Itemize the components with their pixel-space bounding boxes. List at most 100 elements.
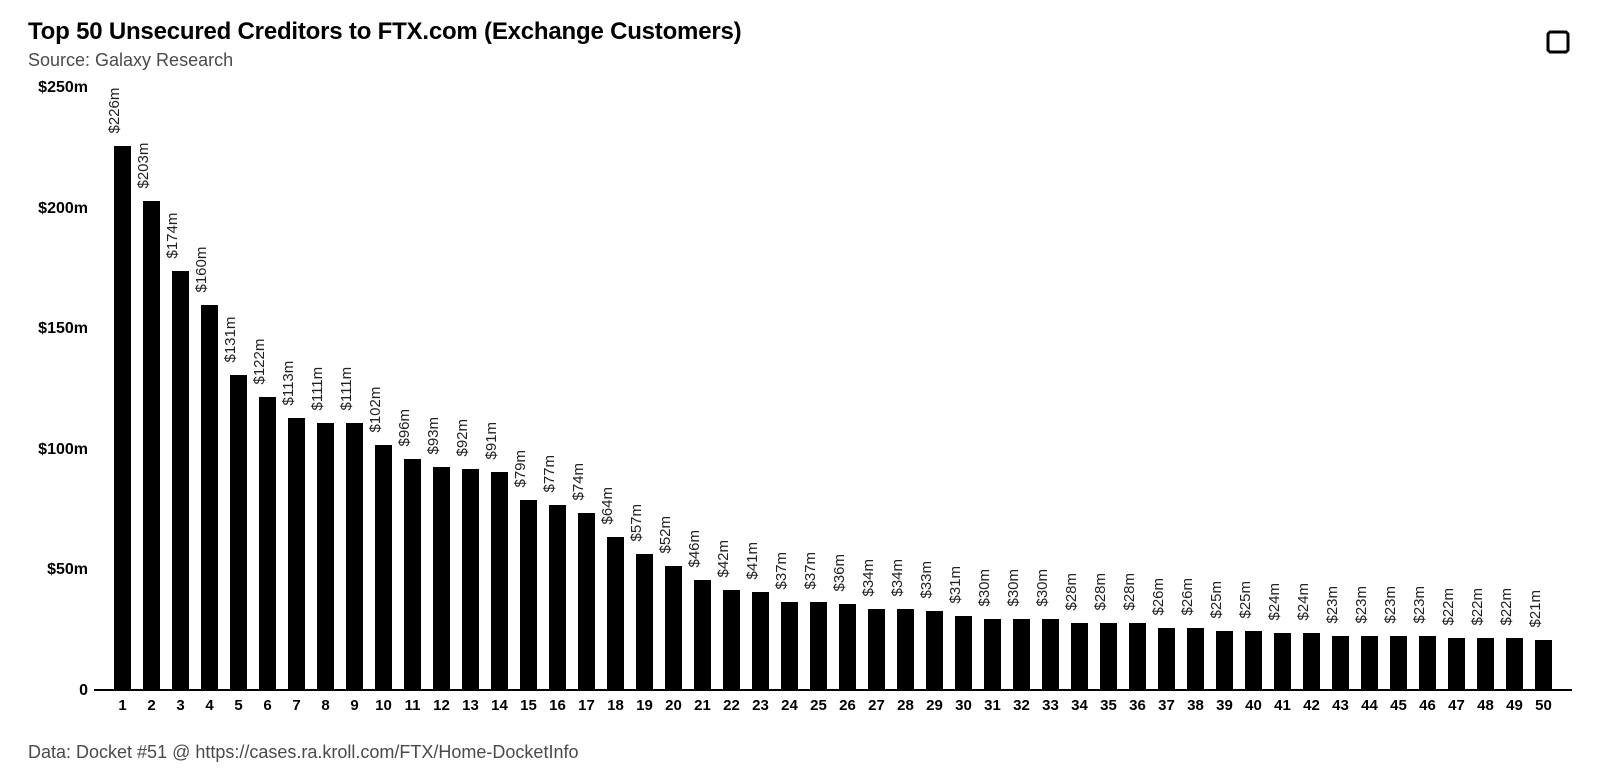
x-tick-label: 27	[862, 691, 891, 721]
bar-column: $131m	[224, 88, 253, 691]
bar	[346, 423, 362, 691]
x-tick-label: 20	[659, 691, 688, 721]
bar-value-label: $74m	[570, 462, 587, 500]
bar-column: $21m	[1529, 88, 1558, 691]
bar	[1361, 636, 1377, 691]
x-tick-label: 2	[137, 691, 166, 721]
bar	[1100, 623, 1116, 691]
x-tick-label: 25	[804, 691, 833, 721]
bar	[259, 397, 275, 691]
bar-value-label: $91m	[483, 421, 500, 459]
bar-column: $23m	[1326, 88, 1355, 691]
bar-column: $93m	[427, 88, 456, 691]
bar	[1158, 628, 1174, 691]
bar	[1245, 631, 1261, 691]
x-tick-label: 29	[920, 691, 949, 721]
bar	[897, 609, 913, 691]
bar-column: $31m	[949, 88, 978, 691]
bar-column: $52m	[659, 88, 688, 691]
bar-column: $92m	[456, 88, 485, 691]
bar	[114, 146, 130, 691]
bar	[955, 616, 971, 691]
bar-value-label: $33m	[918, 561, 935, 599]
bar-value-label: $203m	[135, 143, 152, 189]
bar	[433, 467, 449, 691]
bar	[462, 469, 478, 691]
x-tick-label: 32	[1007, 691, 1036, 721]
chart-area: $226m$203m$174m$160m$131m$122m$113m$111m…	[28, 80, 1572, 721]
bar-value-label: $22m	[1498, 588, 1515, 626]
bar	[172, 271, 188, 691]
x-tick-label: 39	[1210, 691, 1239, 721]
x-tick-label: 18	[601, 691, 630, 721]
bar-column: $22m	[1442, 88, 1471, 691]
bar-column: $74m	[572, 88, 601, 691]
bar-column: $22m	[1500, 88, 1529, 691]
bar	[1506, 638, 1522, 691]
x-tick-label: 9	[340, 691, 369, 721]
x-tick-label: 16	[543, 691, 572, 721]
bar-value-label: $28m	[1121, 573, 1138, 611]
bar	[549, 505, 565, 691]
bar	[201, 305, 217, 691]
bar-value-label: $34m	[889, 559, 906, 597]
bar-column: $30m	[1036, 88, 1065, 691]
x-tick-label: 24	[775, 691, 804, 721]
bar	[810, 602, 826, 691]
bar-value-label: $111m	[338, 367, 355, 411]
bar-value-label: $122m	[251, 338, 268, 384]
bar	[1332, 636, 1348, 691]
bar-value-label: $36m	[831, 554, 848, 592]
bar	[1071, 623, 1087, 691]
bar-column: $28m	[1065, 88, 1094, 691]
bar-value-label: $37m	[802, 552, 819, 590]
x-tick-label: 36	[1123, 691, 1152, 721]
bar	[1448, 638, 1464, 691]
bar-column: $174m	[166, 88, 195, 691]
x-tick-label: 44	[1355, 691, 1384, 721]
bar	[317, 423, 333, 691]
x-tick-label: 47	[1442, 691, 1471, 721]
x-tick-label: 26	[833, 691, 862, 721]
bar-value-label: $23m	[1353, 586, 1370, 624]
bar-column: $111m	[311, 88, 340, 691]
bar	[1274, 633, 1290, 691]
bar-column: $113m	[282, 88, 311, 691]
bar-value-label: $30m	[976, 569, 993, 607]
x-tick-label: 23	[746, 691, 775, 721]
bar-column: $96m	[398, 88, 427, 691]
chart-page: Top 50 Unsecured Creditors to FTX.com (E…	[0, 0, 1600, 781]
bar-column: $34m	[862, 88, 891, 691]
x-tick-label: 30	[949, 691, 978, 721]
bar-column: $33m	[920, 88, 949, 691]
plot-area: $226m$203m$174m$160m$131m$122m$113m$111m…	[94, 88, 1572, 691]
x-tick-label: 17	[572, 691, 601, 721]
bar-value-label: $24m	[1266, 583, 1283, 621]
bar-column: $30m	[1007, 88, 1036, 691]
bar-value-label: $22m	[1469, 588, 1486, 626]
bar-value-label: $226m	[106, 88, 123, 134]
bar-value-label: $30m	[1005, 569, 1022, 607]
bar-column: $111m	[340, 88, 369, 691]
bar-value-label: $31m	[947, 566, 964, 604]
bar-column: $77m	[543, 88, 572, 691]
bar-column: $37m	[775, 88, 804, 691]
bar-value-label: $111m	[309, 367, 326, 411]
bar	[694, 580, 710, 691]
bar-value-label: $77m	[541, 455, 558, 493]
bar-value-label: $23m	[1411, 586, 1428, 624]
x-tick-label: 10	[369, 691, 398, 721]
x-tick-label: 7	[282, 691, 311, 721]
bar-value-label: $64m	[599, 487, 616, 525]
bar-column: $34m	[891, 88, 920, 691]
bar-column: $28m	[1094, 88, 1123, 691]
bar	[1535, 640, 1551, 691]
bar-column: $25m	[1239, 88, 1268, 691]
bar-value-label: $28m	[1092, 573, 1109, 611]
bar-column: $79m	[514, 88, 543, 691]
bar-value-label: $131m	[222, 317, 239, 363]
x-tick-label: 28	[891, 691, 920, 721]
x-tick-label: 40	[1239, 691, 1268, 721]
x-tick-label: 4	[195, 691, 224, 721]
bar-column: $42m	[717, 88, 746, 691]
